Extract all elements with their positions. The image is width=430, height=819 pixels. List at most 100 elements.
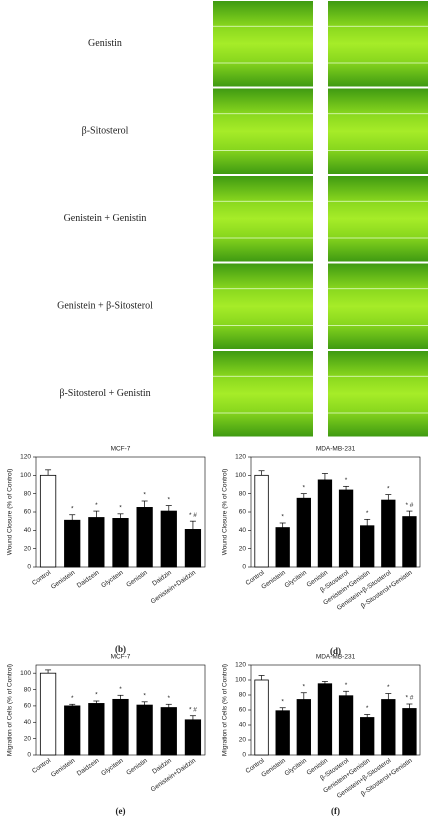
x-tick-label: Glycitein: [100, 569, 125, 589]
annotation: *: [119, 686, 122, 693]
bar: [402, 708, 417, 756]
annotation: *: [303, 484, 306, 491]
bar: [296, 699, 311, 756]
y-tick-label: 120: [235, 662, 246, 669]
y-tick-label: 120: [20, 454, 31, 461]
x-tick-label: Genistein+Daidzin: [150, 757, 198, 793]
y-tick-label: 80: [239, 490, 247, 497]
row-label: Genistin: [88, 38, 122, 49]
y-tick-label: 40: [24, 527, 32, 534]
chart-title: MCF-7: [111, 446, 131, 453]
annotation: *: [71, 695, 74, 702]
bar: [39, 672, 57, 756]
y-tick-label: 100: [20, 670, 31, 677]
chart-title: MCF-7: [111, 654, 131, 661]
bar: [360, 717, 375, 756]
bar: [381, 699, 396, 756]
annotation: *: [143, 693, 146, 700]
annotation: *: [95, 692, 98, 699]
annotation: * #: [405, 502, 413, 509]
bar: [381, 499, 396, 568]
y-tick-label: 40: [239, 722, 247, 729]
micrograph: [328, 351, 428, 437]
y-axis-label: Wound Closure (% of Control): [222, 469, 229, 556]
y-tick-label: 20: [239, 545, 247, 552]
bar: [275, 710, 290, 756]
annotation: *: [345, 682, 348, 689]
bar: [39, 474, 57, 568]
y-axis-label: Migration of Cells (% of Control): [7, 664, 14, 756]
y-tick-label: 40: [24, 719, 32, 726]
y-tick-label: 20: [24, 735, 32, 742]
y-tick-label: 20: [239, 737, 247, 744]
bar: [184, 719, 202, 756]
y-tick-label: 0: [242, 752, 246, 759]
bar: [112, 518, 129, 568]
annotation: *: [168, 695, 171, 702]
y-tick-label: 20: [24, 545, 32, 552]
x-tick-label: Genistein: [260, 569, 287, 591]
micrograph: [213, 176, 313, 262]
y-tick-label: 60: [24, 703, 32, 710]
chart: MDA-MB-231 Wound Closure (% of Control) 0 2…: [222, 446, 421, 656]
x-tick-label: Daidzein: [76, 757, 101, 777]
micrograph: [213, 1, 313, 87]
x-tick-label: Glycitein: [284, 757, 309, 777]
row-label: Genistein + Genistin: [64, 213, 147, 224]
bar: [317, 479, 333, 568]
annotation: *: [387, 684, 390, 691]
row-label: Genistein + β-Sitosterol: [57, 301, 153, 312]
y-tick-label: 60: [239, 707, 247, 714]
chart: MCF-7 Migration of Cells (% of Control) 0 2…: [7, 654, 206, 816]
annotation: *: [345, 477, 348, 484]
y-tick-label: 100: [235, 472, 246, 479]
panel-label: (d): [330, 646, 341, 656]
bar: [254, 474, 269, 568]
annotation: *: [168, 496, 171, 503]
panel-label: (e): [116, 806, 126, 816]
micrograph: [328, 88, 428, 174]
bar: [160, 510, 177, 568]
bar: [88, 517, 105, 568]
bar: [160, 707, 177, 756]
bar: [338, 695, 354, 756]
annotation: *: [143, 492, 146, 499]
y-axis-label: Migration of Cells (% of Control): [222, 664, 229, 756]
y-tick-label: 80: [24, 686, 32, 693]
annotation: *: [366, 510, 369, 517]
annotation: *: [119, 505, 122, 512]
bar: [112, 698, 129, 756]
chart-title: MDA-MB-231: [316, 654, 356, 661]
x-tick-label: Genistin: [125, 757, 149, 777]
y-tick-label: 60: [24, 509, 32, 516]
x-tick-label: Genistein+Daidzin: [150, 569, 198, 605]
annotation: * #: [405, 695, 413, 702]
x-tick-label: Genistein: [50, 569, 77, 591]
bar: [64, 519, 81, 568]
x-tick-label: Genistein: [50, 757, 77, 779]
bar: [184, 529, 202, 568]
annotation: *: [366, 705, 369, 712]
row-label: β-Sitosterol: [82, 126, 129, 137]
y-tick-label: 80: [24, 490, 32, 497]
y-tick-label: 0: [242, 564, 246, 571]
bar: [402, 516, 417, 568]
x-tick-label: Glycitein: [100, 757, 125, 777]
y-tick-label: 80: [239, 692, 247, 699]
annotation: *: [95, 502, 98, 509]
micrograph: [213, 88, 313, 174]
bar: [317, 683, 333, 756]
chart-title: MDA-MB-231: [316, 446, 356, 453]
micrograph: [328, 263, 428, 349]
annotation: *: [71, 505, 74, 512]
y-tick-label: 100: [235, 677, 246, 684]
micrograph: [213, 351, 313, 437]
chart: MCF-7 Wound Closure (% of Control) 0 20 40 60…: [7, 446, 206, 654]
annotation: *: [387, 485, 390, 492]
annotation: * #: [189, 706, 197, 713]
bar: [88, 703, 105, 756]
y-tick-label: 0: [27, 564, 31, 571]
annotation: * #: [189, 512, 197, 519]
